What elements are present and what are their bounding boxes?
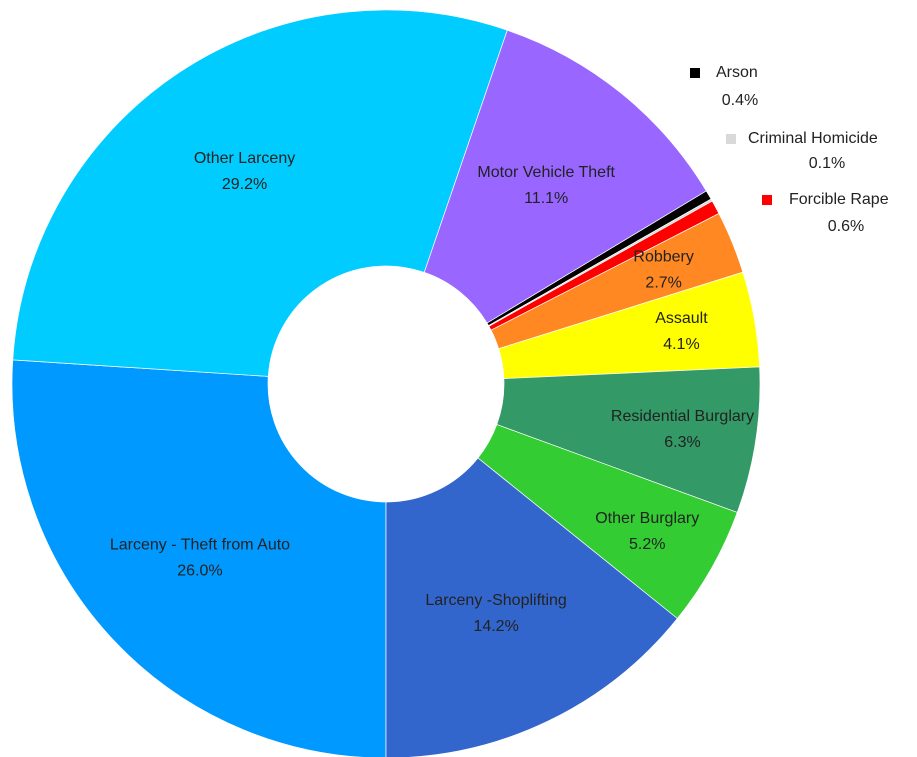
slice-label: Other Burglary [595, 510, 699, 527]
slice-label: Forcible Rape [789, 191, 889, 208]
slice-label: Larceny -Shoplifting [425, 592, 566, 609]
value-label: 0.6% [828, 218, 864, 235]
slice-label: Motor Vehicle Theft [477, 164, 615, 181]
legend-swatch [762, 195, 772, 205]
value-label: 0.1% [809, 155, 845, 172]
value-label: 11.1% [524, 190, 568, 207]
slice [385, 457, 678, 757]
slice-label: Robbery [633, 249, 693, 266]
legend-swatch [690, 68, 700, 78]
slice [423, 29, 707, 324]
slice [12, 9, 508, 377]
value-label: 5.2% [629, 536, 665, 553]
value-label: 4.1% [663, 336, 699, 353]
legend-swatch [726, 134, 736, 144]
value-label: 14.2% [473, 618, 518, 635]
slice-label: Other Larceny [194, 150, 295, 167]
slice-label: Arson [716, 64, 758, 81]
value-label: 6.3% [664, 434, 700, 451]
slice [11, 359, 387, 757]
value-label: 29.2% [222, 176, 267, 193]
value-label: 2.7% [645, 275, 681, 292]
slice-label: Criminal Homicide [748, 130, 878, 147]
slice-label: Assault [655, 310, 708, 327]
value-label: 0.4% [722, 92, 758, 109]
value-label: 26.0% [177, 563, 222, 580]
slice-label: Larceny - Theft from Auto [110, 537, 290, 554]
slice-label: Residential Burglary [611, 408, 754, 425]
